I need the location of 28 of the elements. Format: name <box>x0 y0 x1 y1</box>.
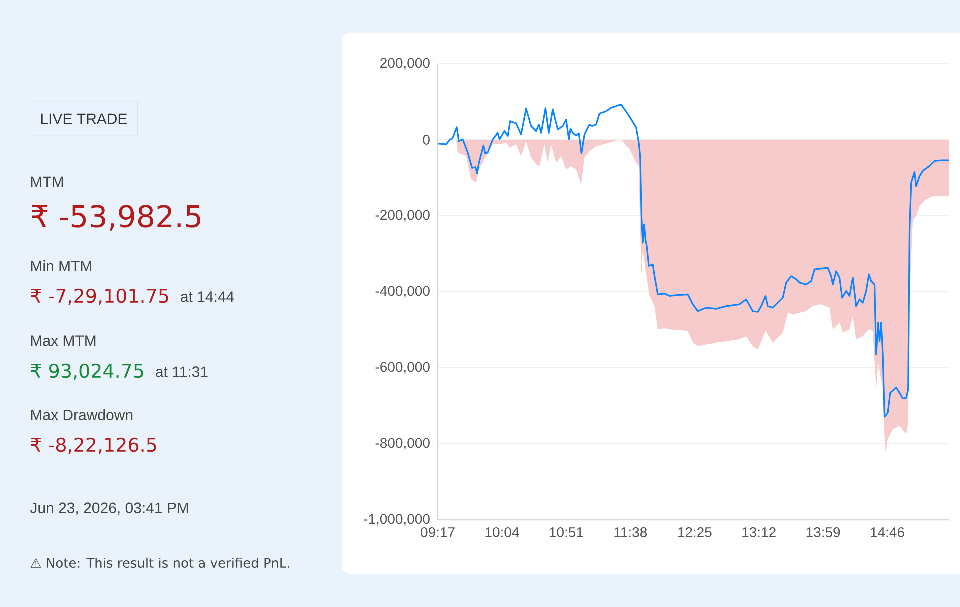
text: Min MTM <box>31 260 92 272</box>
y-tick-label: 0 <box>423 135 430 145</box>
y-tick-label: -1,000,000 <box>364 514 430 526</box>
y-tick-label: -400,000 <box>376 286 430 298</box>
x-tick-label: 11:38 <box>614 528 648 538</box>
text: Max MTM <box>31 336 96 346</box>
x-tick-label: 14:46 <box>871 528 904 538</box>
text: ₹ -7,29,101.75 <box>31 288 168 306</box>
y-tick-label: -200,000 <box>376 210 430 222</box>
x-tick-label: 12:25 <box>678 528 712 538</box>
text: ₹ 93,024.75 <box>31 364 144 380</box>
text: at 11:31 <box>156 366 208 378</box>
x-tick-label: 13:59 <box>806 528 840 538</box>
text: at 14:44 <box>181 292 234 302</box>
x-tick-label: 13:12 <box>742 528 776 538</box>
text: Max Drawdown <box>31 409 133 420</box>
text: ₹ -8,22,126.5 <box>31 438 156 454</box>
y-tick-label: -600,000 <box>376 362 430 374</box>
x-tick-label: 09:17 <box>421 528 455 538</box>
text: LIVE TRADE <box>41 114 128 124</box>
x-tick-label: 10:51 <box>550 528 584 538</box>
y-tick-label: -800,000 <box>376 438 430 450</box>
y-tick-label: 200,000 <box>380 58 430 70</box>
text: ⚠ Note: This result is not a verified PnL. <box>30 558 290 568</box>
text: MTM <box>31 176 64 188</box>
text: ₹ -53,982.5 <box>32 205 201 231</box>
text: Jun 23, 2026, 03:41 PM <box>30 502 188 516</box>
x-tick-label: 10:04 <box>486 528 520 538</box>
